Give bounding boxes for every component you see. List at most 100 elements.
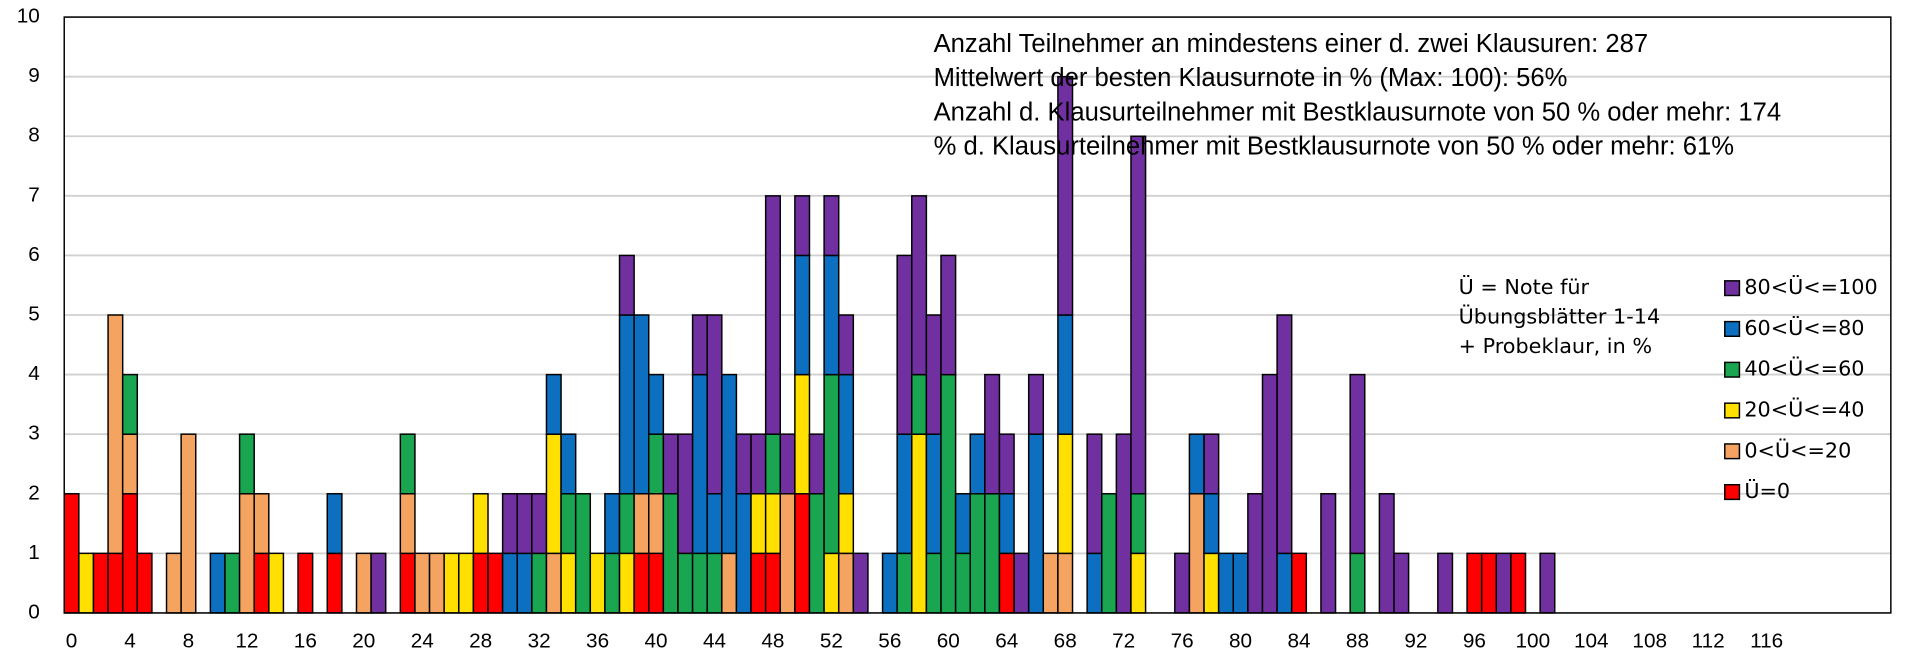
bar-segment [750, 493, 767, 555]
bar-segment [531, 493, 548, 555]
bar-segment [706, 314, 723, 495]
x-tick-label: 44 [703, 630, 726, 653]
x-tick-label: 76 [1171, 630, 1194, 653]
bar-segment [1203, 552, 1220, 614]
bar-segment [618, 314, 635, 495]
bar-segment [1393, 552, 1410, 614]
bar-segment [1115, 433, 1132, 614]
bar-segment [1042, 552, 1059, 614]
legend-swatch [1724, 484, 1741, 501]
bar-segment [370, 552, 387, 614]
y-tick-label: 6 [28, 243, 40, 266]
bar-segment [823, 373, 840, 555]
x-tick-label: 84 [1287, 630, 1310, 653]
x-tick-label: 72 [1112, 630, 1135, 653]
bar-segment [1217, 552, 1234, 614]
bar-segment [472, 552, 489, 614]
x-tick-label: 100 [1516, 630, 1551, 653]
bar-segment [1539, 552, 1556, 614]
bar-segment [63, 493, 80, 614]
bar-segment [998, 433, 1015, 495]
bar-segment [691, 552, 708, 614]
bar-segment [1320, 493, 1337, 614]
bar-segment [618, 254, 635, 316]
bar-segment [604, 493, 621, 555]
y-tick-label: 5 [28, 303, 40, 326]
bar-segment [107, 314, 124, 555]
bar-segment [560, 493, 577, 555]
bar-segment [1276, 314, 1293, 555]
bar-segment [925, 552, 942, 614]
bar-segment [837, 373, 855, 495]
bar-segment [648, 373, 665, 435]
bar-segment [633, 314, 650, 495]
x-tick-label: 60 [937, 630, 960, 653]
x-tick-label: 28 [469, 630, 492, 653]
x-tick-label: 88 [1346, 630, 1369, 653]
x-tick-label: 108 [1632, 630, 1667, 653]
bar-segment [823, 552, 840, 614]
bar-segment [399, 552, 416, 614]
legend-label: 60<Ü<=80 [1744, 315, 1864, 340]
bar-segment [253, 493, 270, 555]
x-tick-label: 24 [411, 630, 434, 653]
bar-segment [1188, 493, 1205, 614]
legend-label: 40<Ü<=60 [1744, 356, 1864, 381]
x-tick-label: 68 [1054, 630, 1077, 653]
bar-segment [472, 493, 489, 555]
bar-segment [1466, 552, 1483, 614]
legend-note: + Probeklaur, in % [1459, 334, 1652, 358]
legend-label: 20<Ü<=40 [1744, 396, 1864, 421]
bar-segment [969, 433, 986, 495]
bar-segment [984, 373, 1001, 495]
bar-segment [633, 552, 650, 614]
bar-segment [808, 493, 825, 614]
bar-segment [633, 493, 650, 555]
x-tick-label: 36 [586, 630, 609, 653]
bar-segment [779, 433, 796, 495]
annotation: Mittelwert der besten Klausurnote in % (… [934, 64, 1568, 92]
x-tick-label: 80 [1229, 630, 1252, 653]
bar-segment [1276, 552, 1293, 614]
bar-segment [1057, 433, 1074, 555]
bar-segment [1247, 493, 1264, 614]
bar-segment [297, 552, 314, 614]
bar-segment [501, 493, 518, 555]
bar-segment [78, 552, 95, 614]
bar-segment [925, 314, 942, 435]
bar-segment [1261, 373, 1278, 614]
bar-segment [648, 433, 665, 495]
bar-segment [501, 552, 518, 614]
bar-segment [837, 314, 855, 376]
x-tick-label: 112 [1692, 630, 1725, 653]
bar-segment [516, 493, 533, 555]
legend-swatch [1724, 402, 1741, 419]
x-tick-label: 52 [820, 630, 843, 653]
bar-segment [764, 493, 781, 555]
bar-segment [516, 552, 533, 614]
bar-segment [545, 433, 562, 555]
legend-label: Ü=0 [1744, 478, 1790, 503]
bar-segment [1203, 433, 1220, 495]
annotation: Anzahl d. Klausurteilnehmer mit Bestklau… [934, 98, 1782, 126]
bar-segment [735, 433, 752, 495]
bar-segment [691, 314, 708, 376]
x-tick-label: 92 [1404, 630, 1427, 653]
bar-segment [1027, 433, 1045, 614]
bar-segment [1480, 552, 1498, 614]
bar-segment [794, 195, 811, 257]
bar-segment [794, 254, 811, 376]
bar-segment [837, 493, 855, 555]
bar-segment [1378, 493, 1395, 614]
bar-segment [1495, 552, 1512, 614]
legend-label: 0<Ü<=20 [1744, 437, 1851, 462]
bar-segment [940, 254, 957, 376]
bar-segment [209, 552, 226, 614]
bar-segment [443, 552, 460, 614]
x-tick-label: 116 [1750, 630, 1783, 653]
bar-segment [896, 254, 913, 435]
bar-segment [764, 195, 781, 435]
bar-segment [121, 433, 139, 495]
